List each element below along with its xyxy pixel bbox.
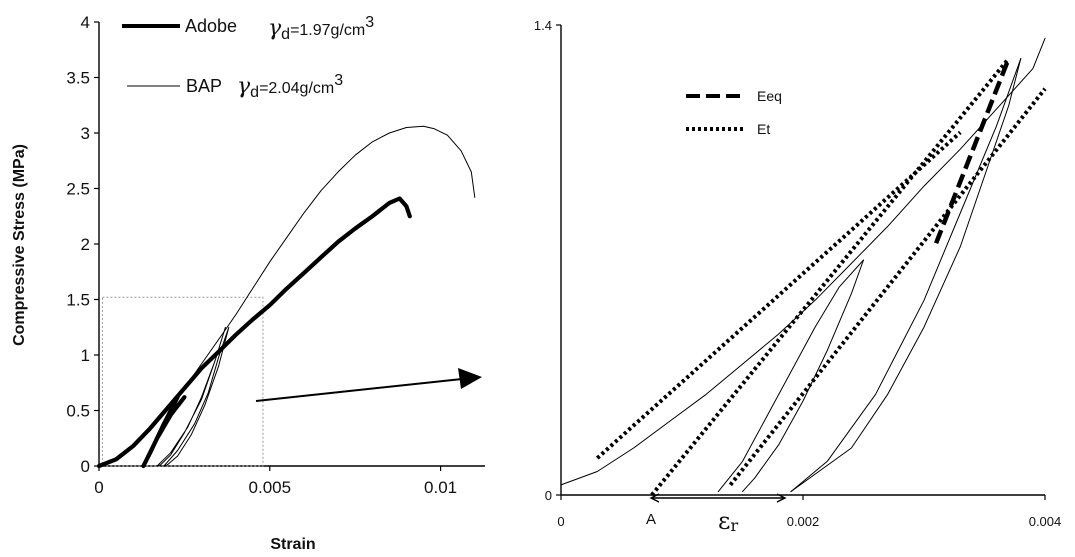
gamma-value: =2.04g/cm <box>259 80 334 97</box>
x-tick-label: 0 <box>557 514 564 529</box>
left-legend: Adobe γd=1.97g/cm3 BAP γd=2.04g/cm3 <box>122 14 374 101</box>
y-tick-label: 3.5 <box>66 69 90 88</box>
series-et-line-1 <box>650 57 1011 497</box>
series-bap <box>98 125 476 467</box>
y-tick-label: 2.5 <box>66 180 90 199</box>
y-tick-label: 0.5 <box>66 402 90 421</box>
left-tick-labels: 0 0.5 1 1.5 2 2.5 3 3.5 4 0 0.005 0.01 <box>66 13 457 497</box>
left-chart: 0 0.5 1 1.5 2 2.5 3 3.5 4 0 0.005 0.01 Strain Compr… <box>11 13 485 553</box>
y-tick-label: 3 <box>81 124 90 143</box>
series-adobe <box>96 196 412 469</box>
point-a-label: A <box>646 511 656 528</box>
arrow-head-left <box>649 493 660 503</box>
zoom-in-arrow <box>255 368 482 402</box>
left-series <box>96 125 476 469</box>
legend-label-et: Et <box>757 121 770 137</box>
series-et-line-2 <box>728 87 1047 487</box>
gamma-subscript: d <box>250 84 259 101</box>
right-axes <box>556 24 1046 500</box>
series-et-line-3 <box>595 130 962 460</box>
y-tick-label: 1.4 <box>534 18 552 33</box>
right-legend: Eeq Et <box>686 88 782 137</box>
x-axis-title: Strain <box>270 536 315 553</box>
series-bap-loop-2 <box>163 326 230 467</box>
legend-gamma-bap: γd=2.04g/cm3 <box>237 72 343 101</box>
legend-label-eeq: Eeq <box>757 88 782 104</box>
series-adobe-unload-reload-loop <box>141 395 187 469</box>
y-tick-label: 0 <box>81 457 90 476</box>
series-loop-set-2-unload <box>790 58 1022 493</box>
y-tick-label: 0 <box>545 488 552 503</box>
x-tick-label: 0 <box>94 478 103 497</box>
x-tick-label: 0.005 <box>249 478 292 497</box>
gamma-superscript: 3 <box>334 72 343 89</box>
y-tick-label: 1.5 <box>66 291 90 310</box>
right-series <box>560 37 1047 497</box>
epsilon-subscript: r <box>730 516 738 535</box>
x-tick-label: 0.002 <box>787 514 820 529</box>
series-loop-set-1-unload <box>742 259 864 493</box>
series-bap-loop-1 <box>156 326 226 467</box>
zoom-box-rect <box>101 296 264 467</box>
gamma-symbol: γ <box>268 16 282 41</box>
gamma-symbol: γ <box>237 74 251 99</box>
arrow-head-right <box>776 493 787 503</box>
y-axis-title: Compressive Stress (MPa) <box>11 144 28 346</box>
right-tick-labels: 0 1.4 0 0.002 0.004 <box>534 18 1061 529</box>
residual-strain-label: εr <box>718 507 738 535</box>
legend-label-bap: BAP <box>186 76 222 96</box>
right-chart: 0 1.4 0 0.002 0.004 Eeq Et A εr <box>534 18 1061 535</box>
gamma-superscript: 3 <box>365 14 374 31</box>
y-tick-label: 2 <box>81 235 90 254</box>
x-tick-label: 0.01 <box>424 478 457 497</box>
x-tick-label: 0.004 <box>1029 514 1062 529</box>
zoom-box <box>101 296 264 467</box>
series-loop-set-2-reload <box>790 58 1022 493</box>
series-loop-set-1-reload <box>717 259 864 493</box>
epsilon-symbol: ε <box>718 507 730 535</box>
gamma-value: =1.97g/cm <box>290 22 365 39</box>
residual-strain-annotation: A εr <box>646 493 787 535</box>
y-tick-label: 1 <box>81 346 90 365</box>
y-tick-label: 4 <box>81 13 90 32</box>
legend-gamma-adobe: γd=1.97g/cm3 <box>268 14 374 43</box>
legend-label-adobe: Adobe <box>185 16 237 36</box>
gamma-subscript: d <box>281 26 290 43</box>
